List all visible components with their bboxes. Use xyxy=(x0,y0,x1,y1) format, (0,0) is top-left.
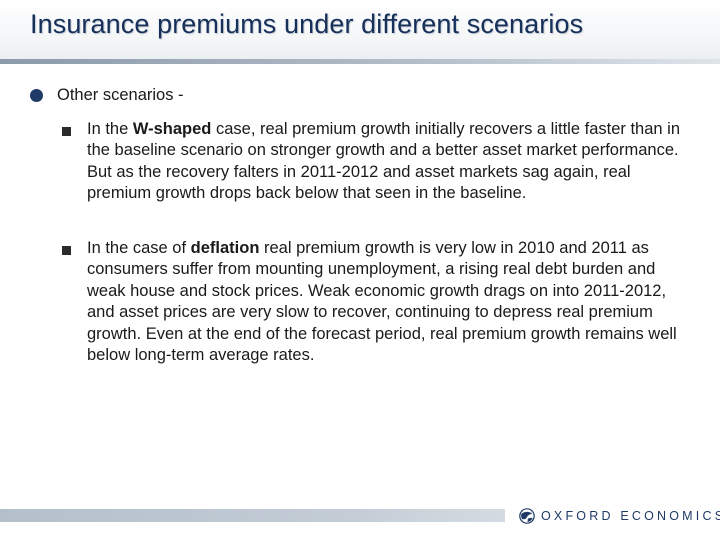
sub-bullet-text: In the case of deflation real premium gr… xyxy=(87,239,677,365)
emphasis-text: deflation xyxy=(190,239,260,257)
slide-header: Insurance premiums under different scena… xyxy=(0,0,720,64)
square-bullet-icon xyxy=(62,246,71,255)
logo-text: OXFORD ECONOMICS xyxy=(541,509,720,523)
bullet-item: Other scenarios - xyxy=(30,86,184,105)
square-bullet-icon xyxy=(62,127,71,136)
sub-bullet-text: In the W-shaped case, real premium growt… xyxy=(87,120,680,203)
footer-bar xyxy=(0,509,505,522)
sub-bullet-item: In the W-shaped case, real premium growt… xyxy=(62,119,682,205)
globe-icon xyxy=(519,508,535,524)
sub-bullet-item: In the case of deflation real premium gr… xyxy=(62,238,682,366)
bullet-dot-icon xyxy=(30,89,43,102)
slide-title: Insurance premiums under different scena… xyxy=(30,9,584,39)
emphasis-text: W-shaped xyxy=(132,120,212,138)
title-divider xyxy=(0,59,720,64)
oxford-economics-logo: OXFORD ECONOMICS xyxy=(519,507,720,525)
bullet-text: Other scenarios - xyxy=(57,86,184,104)
